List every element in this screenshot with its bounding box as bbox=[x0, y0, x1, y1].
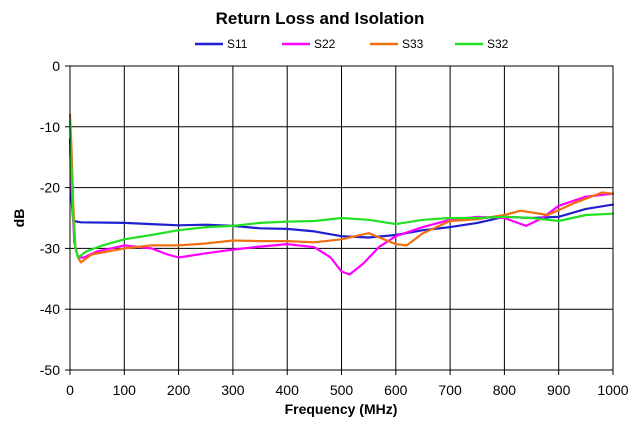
y-tick-label: -20 bbox=[40, 180, 60, 196]
legend-label-s11: S11 bbox=[227, 37, 248, 51]
plot-frame bbox=[69, 65, 614, 371]
chart-title: Return Loss and Isolation bbox=[216, 9, 425, 28]
series-line-s32 bbox=[68, 119, 615, 259]
x-tick-label: 100 bbox=[113, 382, 137, 398]
y-tick-label: -10 bbox=[40, 119, 60, 135]
x-tick-label: 800 bbox=[493, 382, 517, 398]
x-tick-label: 400 bbox=[276, 382, 300, 398]
x-tick-label: 300 bbox=[221, 382, 245, 398]
legend: S11 S22 S33 S32 bbox=[195, 37, 509, 51]
x-tick-label: 1000 bbox=[597, 382, 628, 398]
x-tick-label: 200 bbox=[167, 382, 191, 398]
legend-label-s33: S33 bbox=[402, 37, 424, 51]
y-tick-labels: 0 -10 -20 -30 -40 -50 bbox=[40, 58, 60, 378]
x-tick-label: 0 bbox=[66, 382, 74, 398]
x-tick-label: 500 bbox=[330, 382, 354, 398]
y-tick-label: -50 bbox=[40, 362, 60, 378]
x-tick-label: 900 bbox=[547, 382, 571, 398]
legend-label-s22: S22 bbox=[314, 37, 336, 51]
y-tick-label: -40 bbox=[40, 301, 60, 317]
y-axis-title: dB bbox=[11, 209, 27, 228]
x-tick-labels: 0 100 200 300 400 500 600 700 800 900 1000 bbox=[66, 382, 629, 398]
series-line-s22 bbox=[68, 143, 615, 276]
y-tick-label: 0 bbox=[52, 58, 60, 74]
series-layer bbox=[68, 113, 615, 276]
series-line-s33 bbox=[68, 113, 615, 264]
y-tick-label: -30 bbox=[40, 240, 60, 256]
x-tick-label: 700 bbox=[438, 382, 462, 398]
x-tick-label: 600 bbox=[384, 382, 408, 398]
legend-label-s32: S32 bbox=[487, 37, 509, 51]
x-axis-title: Frequency (MHz) bbox=[285, 401, 398, 417]
